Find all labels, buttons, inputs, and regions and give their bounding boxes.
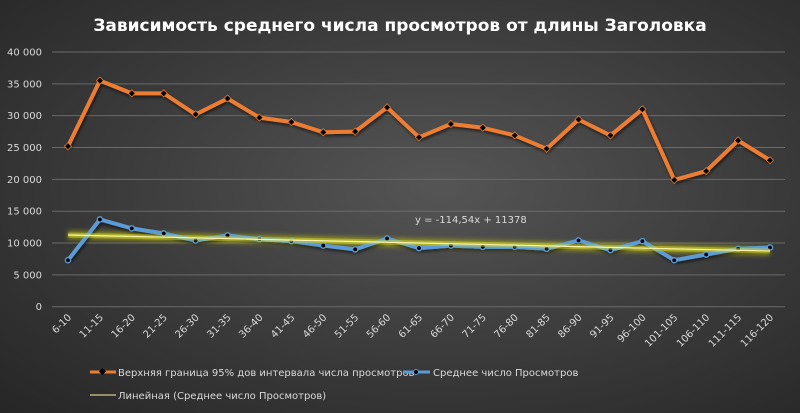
data-point (414, 133, 424, 142)
data-point (351, 127, 360, 136)
legend-item-trendline: Линейная (Среднее число Просмотров) (90, 391, 326, 402)
series (63, 76, 775, 264)
data-point (670, 256, 678, 264)
x-tick-label: 51-55 (333, 312, 361, 340)
x-axis: 6-10 11-15 16-20 21-25 26-30 31-35 36-40 41-45 4… (50, 312, 776, 349)
y-tick-label: 0 (36, 302, 42, 313)
data-point (319, 242, 327, 249)
x-tick-label: 66-70 (429, 312, 457, 340)
data-point (191, 110, 200, 119)
data-point (638, 105, 647, 114)
data-point (574, 115, 583, 124)
x-tick-label: 6-10 (50, 312, 74, 336)
y-tick-label: 40 000 (7, 48, 42, 59)
data-point (766, 244, 774, 251)
x-tick-label: 111-115 (707, 312, 744, 349)
data-point (639, 237, 646, 245)
x-tick-label: 36-40 (237, 312, 265, 340)
data-point (415, 244, 423, 252)
x-tick-label: 71-75 (461, 312, 489, 340)
trendline-equation: y = -114,54x + 11378 (415, 215, 527, 226)
y-tick-label: 10 000 (7, 239, 42, 250)
x-tick-label: 76-80 (493, 312, 521, 340)
data-point (287, 117, 296, 127)
data-point (223, 94, 232, 103)
legend-item-mean: Среднее число Просмотров (403, 368, 578, 379)
gridlines (52, 51, 785, 308)
y-axis: 0 5 000 10 000 15 000 20 000 25 000 30 000 35 0… (7, 48, 42, 314)
y-tick-label: 35 000 (7, 79, 42, 90)
x-tick-label: 61-65 (397, 312, 425, 340)
y-tick-label: 20 000 (7, 175, 42, 186)
chart-title: Зависимость среднего числа просмотров от… (93, 16, 706, 36)
data-point (160, 230, 168, 237)
x-tick-label: 116-120 (739, 312, 776, 349)
data-point (96, 216, 104, 223)
data-point (702, 251, 710, 258)
x-tick-label: 41-45 (269, 312, 297, 340)
data-point (319, 128, 328, 137)
legend: Верхняя граница 95% дов интервала числа … (90, 367, 578, 402)
legend-item-upper-bound: Верхняя граница 95% дов интервала числа … (90, 367, 415, 379)
data-point (478, 123, 487, 132)
x-tick-label: 21-25 (142, 312, 170, 340)
data-point (224, 232, 231, 239)
data-point (127, 89, 136, 98)
data-point (765, 156, 775, 165)
x-tick-label: 106-110 (675, 312, 712, 349)
data-point (670, 175, 679, 185)
data-point (575, 237, 582, 244)
legend-label: Среднее число Просмотров (433, 368, 578, 379)
x-tick-label: 81-85 (524, 312, 552, 340)
x-tick-label: 91-95 (588, 312, 616, 340)
series-line (66, 78, 772, 182)
data-point (542, 144, 551, 153)
data-point (510, 131, 519, 140)
data-point (702, 166, 711, 176)
series-upper-bound (63, 76, 775, 185)
legend-label: Верхняя граница 95% дов интервала числа … (118, 368, 415, 379)
x-tick-label: 46-50 (301, 312, 329, 340)
data-point (63, 142, 73, 151)
data-point (128, 225, 136, 232)
data-point (95, 76, 105, 85)
legend-label: Линейная (Среднее число Просмотров) (118, 391, 326, 402)
x-tick-label: 11-15 (78, 312, 106, 340)
y-tick-label: 30 000 (7, 111, 42, 122)
trendline (67, 234, 771, 252)
data-point (159, 89, 168, 98)
x-tick-label: 101-105 (643, 312, 680, 349)
y-tick-label: 5 000 (13, 270, 42, 281)
y-tick-label: 25 000 (7, 143, 42, 154)
data-point (606, 131, 615, 140)
x-tick-label: 26-30 (173, 312, 201, 340)
x-tick-label: 86-90 (556, 312, 584, 340)
y-tick-label: 15 000 (7, 207, 42, 218)
data-point (382, 103, 392, 112)
x-tick-label: 56-60 (365, 312, 393, 340)
data-point (733, 136, 743, 145)
data-point (383, 235, 391, 242)
x-tick-label: 31-35 (205, 312, 233, 340)
data-point (64, 256, 72, 264)
data-point (351, 246, 359, 253)
data-point (446, 119, 456, 129)
x-tick-label: 16-20 (110, 312, 138, 340)
data-point (255, 113, 264, 122)
